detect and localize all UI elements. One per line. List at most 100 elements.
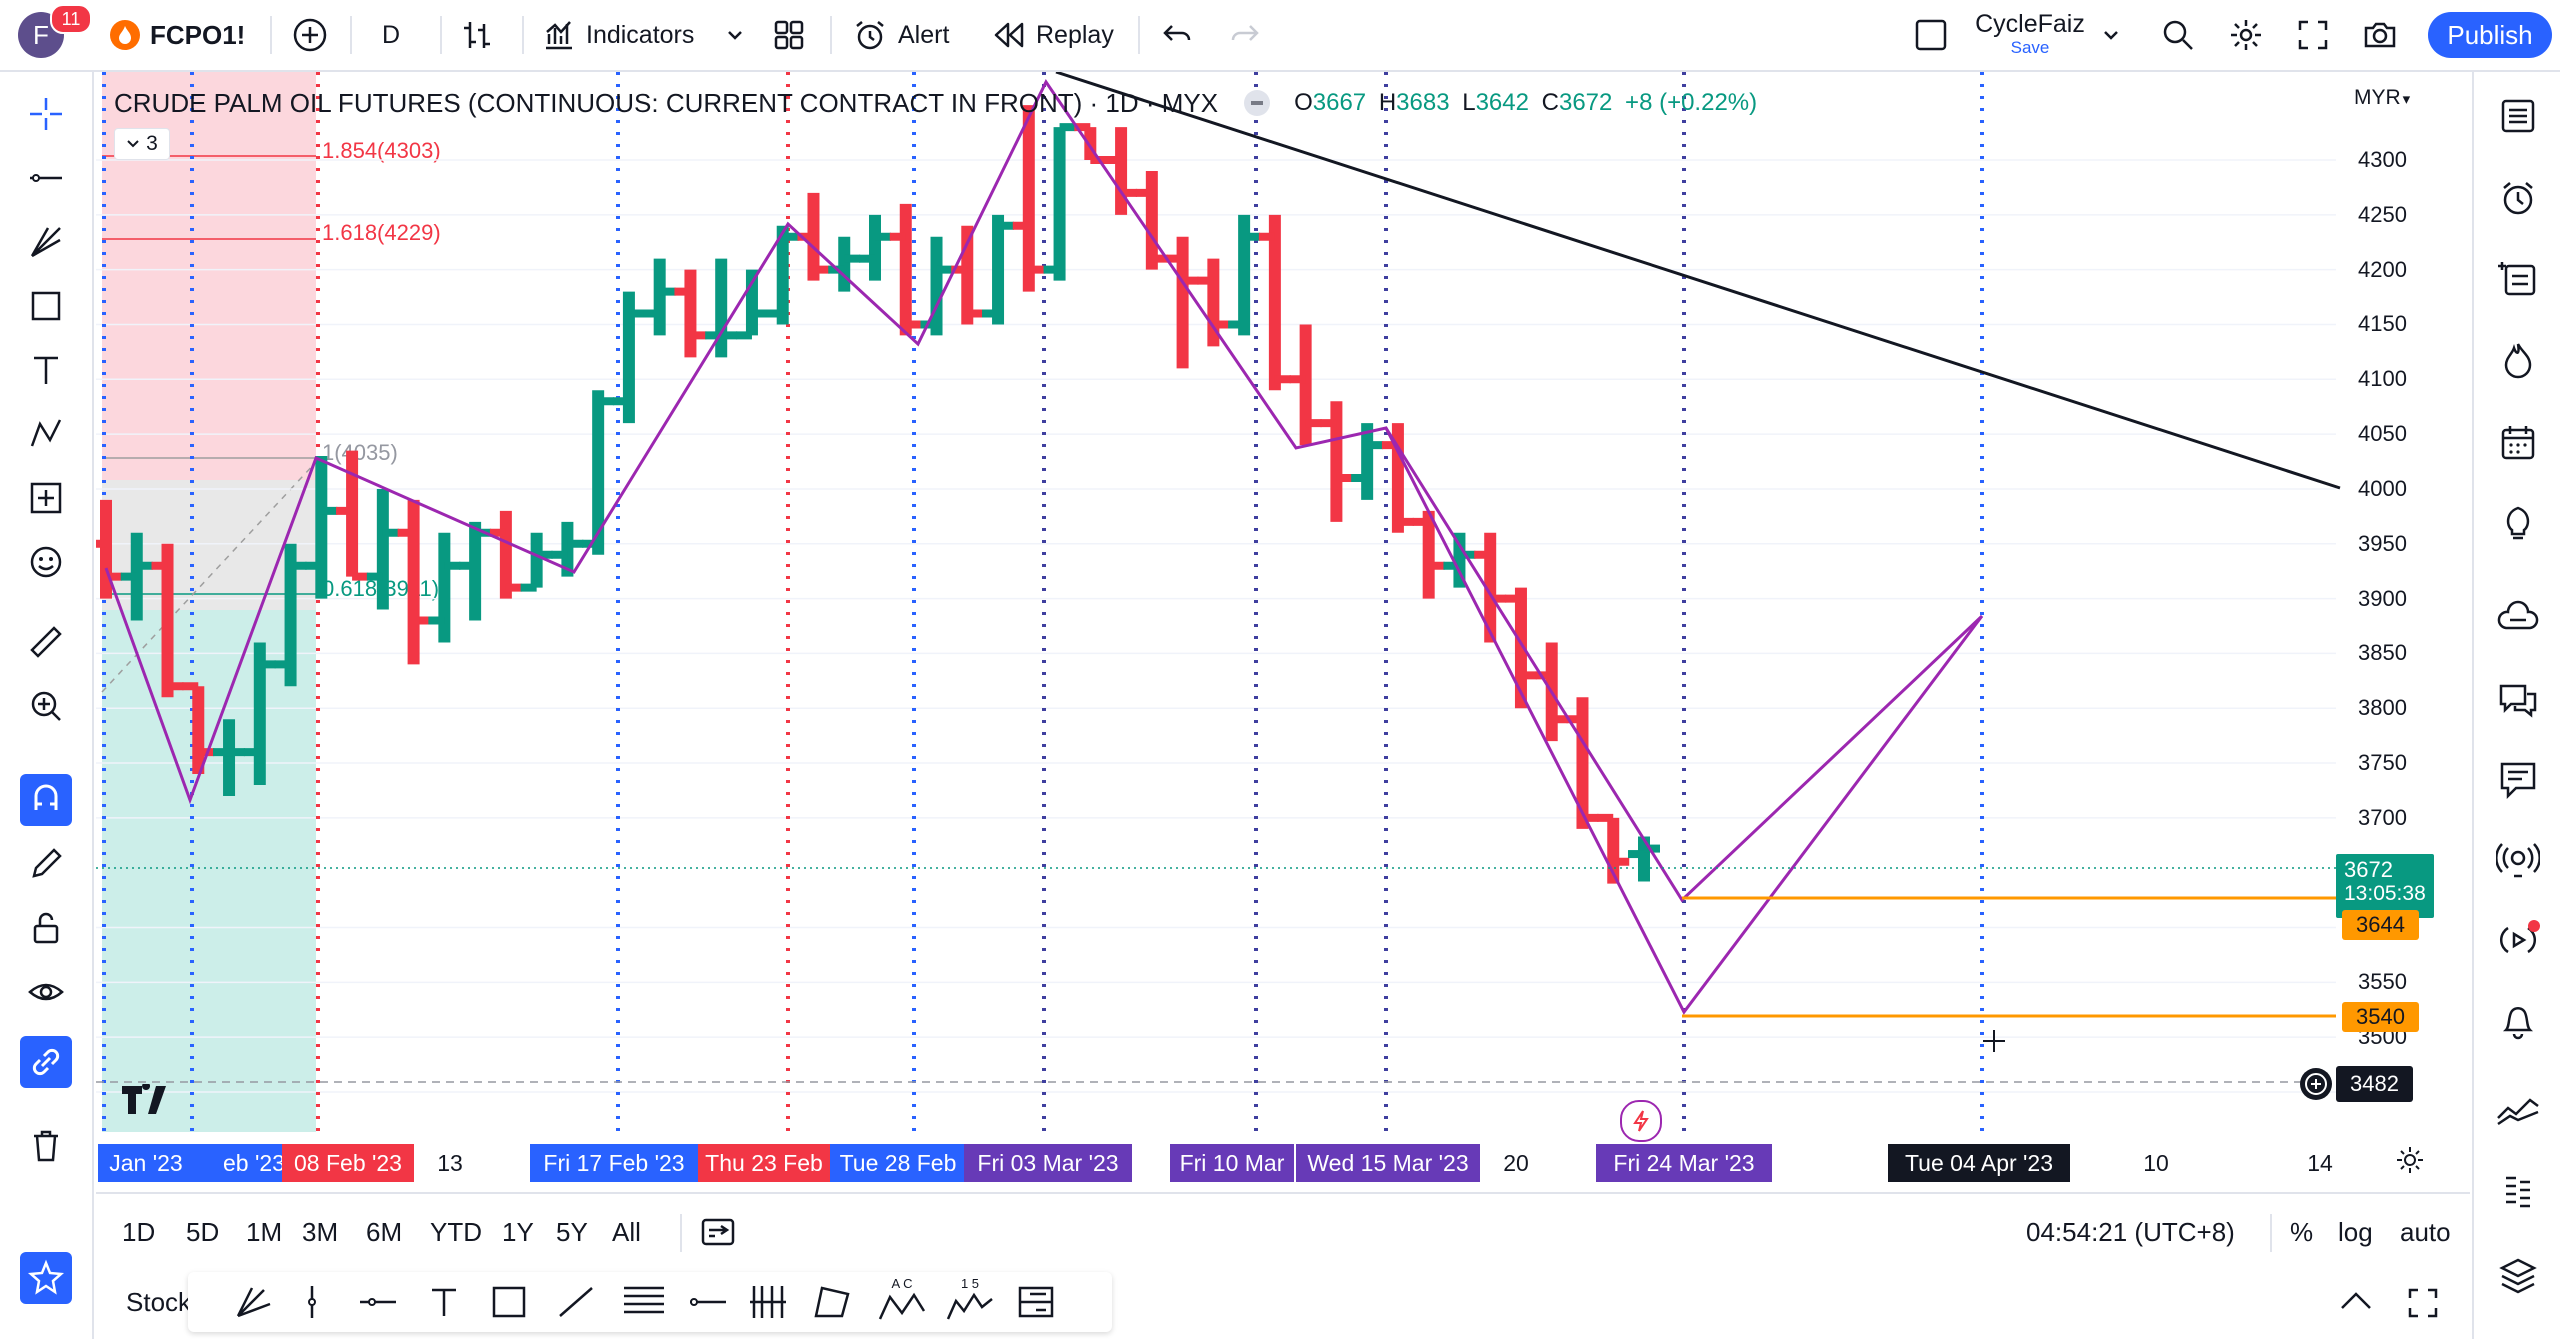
streams-button[interactable] bbox=[2492, 914, 2544, 966]
magnet-tool[interactable] bbox=[20, 774, 72, 826]
ideas-button[interactable] bbox=[2492, 496, 2544, 548]
range-button[interactable]: 1Y bbox=[502, 1216, 534, 1247]
select-layout-checkbox[interactable] bbox=[1914, 0, 1948, 70]
notifications-button[interactable] bbox=[2492, 994, 2544, 1046]
interval-button[interactable]: D bbox=[382, 0, 400, 70]
hotlists-button[interactable] bbox=[2492, 334, 2544, 386]
symbol-title[interactable]: CRUDE PALM OIL FUTURES (CONTINUOUS: CURR… bbox=[114, 87, 1219, 118]
chevron-down-icon bbox=[728, 31, 742, 40]
chats-button[interactable] bbox=[2492, 594, 2544, 646]
range-button[interactable]: YTD bbox=[430, 1216, 482, 1247]
ohlc-bar bbox=[397, 499, 430, 665]
range-button[interactable]: 1M bbox=[246, 1216, 283, 1247]
range-button[interactable]: 5D bbox=[186, 1216, 220, 1247]
layers-button[interactable] bbox=[2492, 1250, 2544, 1302]
trading-panel-button[interactable] bbox=[2492, 1084, 2544, 1136]
news-button[interactable] bbox=[2492, 754, 2544, 806]
alert-button[interactable]: Alert bbox=[852, 0, 949, 70]
undo-button[interactable] bbox=[1160, 0, 1194, 70]
rectangle-tool[interactable] bbox=[490, 1284, 528, 1325]
lightning-icon[interactable] bbox=[1620, 1100, 1662, 1142]
search-button[interactable] bbox=[2160, 0, 2196, 70]
dom-button[interactable] bbox=[2492, 1166, 2544, 1218]
indicators-button[interactable]: Indicators bbox=[542, 0, 694, 70]
percent-toggle[interactable]: % bbox=[2290, 1194, 2313, 1270]
time-scale-settings-button[interactable] bbox=[2394, 1144, 2426, 1181]
trash-icon bbox=[34, 1130, 58, 1162]
legend-toggle[interactable] bbox=[1244, 90, 1271, 116]
vertical-line-tool[interactable] bbox=[300, 1284, 324, 1325]
chart-type-button[interactable] bbox=[460, 0, 494, 70]
maximize-panel-button[interactable] bbox=[2406, 1286, 2440, 1325]
add-alert-button[interactable] bbox=[2300, 1068, 2332, 1100]
crosshair-tool[interactable] bbox=[20, 88, 72, 140]
tv-logo[interactable] bbox=[120, 1082, 176, 1121]
shapes-tool[interactable] bbox=[20, 280, 72, 332]
price-scale-labels[interactable]: 4300 4250 4200 4150 4100 4050 4000 3950 3900 3850… bbox=[2336, 72, 2470, 1132]
layout-name-button[interactable]: CycleFaiz Save bbox=[1974, 10, 2086, 60]
publish-button[interactable]: Publish bbox=[2428, 12, 2552, 58]
auto-toggle[interactable]: auto bbox=[2400, 1194, 2451, 1270]
range-button[interactable]: All bbox=[612, 1216, 641, 1247]
currency-selector[interactable]: MYR ▾ bbox=[2354, 86, 2410, 110]
go-to-date-button[interactable] bbox=[700, 1194, 736, 1270]
replay-button[interactable]: Replay bbox=[992, 0, 1114, 70]
fullscreen-button[interactable] bbox=[2296, 0, 2330, 70]
messages-button[interactable] bbox=[2492, 674, 2544, 726]
chart-pane[interactable]: 1.854(4303)1.618(4229)1(4035)0.618(3911)… bbox=[96, 72, 2470, 1190]
stay-in-drawing-tool[interactable] bbox=[20, 838, 72, 890]
indicators-dropdown-button[interactable] bbox=[724, 0, 746, 70]
price-tick-label: 4100 bbox=[2358, 366, 2407, 392]
fib-tool[interactable] bbox=[20, 216, 72, 268]
abc-pattern-tool[interactable]: A C bbox=[878, 1276, 926, 1328]
layout-save-label: Save bbox=[2010, 38, 2050, 57]
log-toggle[interactable]: log bbox=[2338, 1194, 2373, 1270]
layout-dropdown-button[interactable] bbox=[2100, 0, 2122, 70]
hide-drawings-tool[interactable] bbox=[20, 966, 72, 1018]
clock[interactable]: 04:54:21 (UTC+8) bbox=[2026, 1194, 2235, 1270]
object-tree-button[interactable] bbox=[2492, 252, 2544, 304]
sync-drawings-tool[interactable] bbox=[20, 1036, 72, 1088]
horizontal-ray-tool[interactable] bbox=[358, 1284, 398, 1325]
text-tool[interactable] bbox=[20, 344, 72, 396]
time-scale[interactable]: Jan '23 eb '23 08 Feb '23 13 Fri 17 Feb '23 T… bbox=[96, 1132, 2336, 1190]
range-button[interactable]: 6M bbox=[366, 1216, 403, 1247]
prediction-tool[interactable] bbox=[20, 472, 72, 524]
indicators-collapse-button[interactable]: 3 bbox=[114, 128, 170, 160]
redo-button[interactable] bbox=[1228, 0, 1262, 70]
alerts-button[interactable] bbox=[2492, 172, 2544, 224]
ray-tool[interactable] bbox=[688, 1284, 728, 1325]
symbol-search-button[interactable]: FCPO1! bbox=[110, 0, 245, 70]
patterns-tool[interactable] bbox=[20, 408, 72, 460]
pitchfork-tool[interactable] bbox=[234, 1284, 274, 1325]
icons-tool[interactable] bbox=[20, 536, 72, 588]
stock-tab[interactable]: Stock bbox=[126, 1272, 191, 1332]
fib-retracement-tool[interactable] bbox=[622, 1284, 666, 1325]
favorites-tool[interactable] bbox=[20, 1252, 72, 1304]
zoom-tool[interactable] bbox=[20, 680, 72, 732]
text-tool[interactable] bbox=[426, 1284, 462, 1325]
elliott-wave-tool[interactable]: 1 5 bbox=[946, 1276, 994, 1328]
settings-button[interactable] bbox=[2228, 0, 2264, 70]
remove-drawings-tool[interactable] bbox=[20, 1120, 72, 1172]
help-button[interactable] bbox=[2492, 834, 2544, 886]
collapse-panel-button[interactable] bbox=[2336, 1286, 2376, 1321]
price-chart[interactable]: 1.854(4303)1.618(4229)1(4035)0.618(3911) bbox=[96, 72, 2470, 1190]
layouts-button[interactable] bbox=[772, 0, 806, 70]
trend-line-tool[interactable] bbox=[556, 1284, 596, 1325]
range-button[interactable]: 3M bbox=[302, 1216, 339, 1247]
snapshot-button[interactable] bbox=[2362, 0, 2398, 70]
cycle-lines-tool[interactable] bbox=[748, 1284, 788, 1325]
long-position-tool[interactable] bbox=[1016, 1284, 1056, 1325]
trend-line-tool[interactable] bbox=[20, 152, 72, 204]
lock-drawings-tool[interactable] bbox=[20, 902, 72, 954]
live-stream-icon bbox=[2499, 920, 2540, 954]
watchlist-button[interactable] bbox=[2492, 90, 2544, 142]
range-button[interactable]: 5Y bbox=[556, 1216, 588, 1247]
shape-tool[interactable] bbox=[812, 1284, 852, 1325]
ohlc-bar bbox=[1043, 123, 1076, 281]
range-button[interactable]: 1D bbox=[122, 1216, 156, 1247]
calendar-button[interactable] bbox=[2492, 416, 2544, 468]
measure-tool[interactable] bbox=[20, 616, 72, 668]
add-symbol-button[interactable] bbox=[292, 0, 328, 70]
